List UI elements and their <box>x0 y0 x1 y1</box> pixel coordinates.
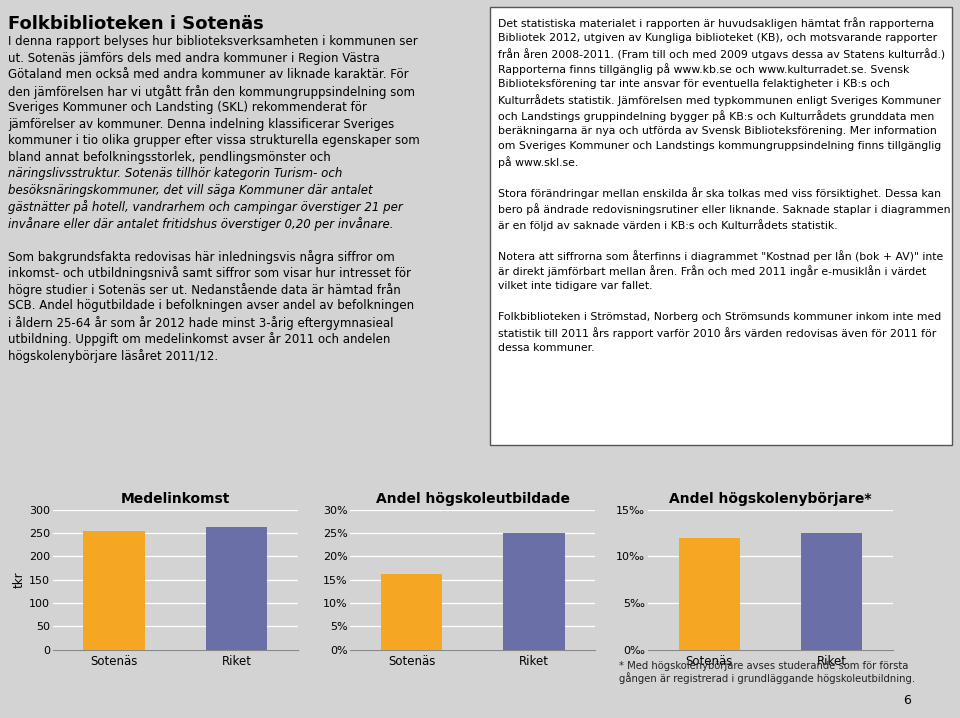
Text: dessa kommuner.: dessa kommuner. <box>498 342 594 353</box>
Text: i åldern 25-64 år som år 2012 hade minst 3-årig eftergymnasieal: i åldern 25-64 år som år 2012 hade minst… <box>8 316 394 330</box>
Text: den jämförelsen har vi utgått från den kommungruppsindelning som: den jämförelsen har vi utgått från den k… <box>8 85 415 98</box>
Text: Bibliotek 2012, utgiven av Kungliga biblioteket (KB), och motsvarande rapporter: Bibliotek 2012, utgiven av Kungliga bibl… <box>498 32 937 42</box>
Text: kommuner i tio olika grupper efter vissa strukturella egenskaper som: kommuner i tio olika grupper efter vissa… <box>8 134 420 147</box>
Text: * Med högskolenybörjare avses studerande som för första
gången är registrerad i : * Med högskolenybörjare avses studerande… <box>619 661 915 684</box>
Text: Biblioteksförening tar inte ansvar för eventuella felaktigheter i KB:s och: Biblioteksförening tar inte ansvar för e… <box>498 79 890 89</box>
Title: Medelinkomst: Medelinkomst <box>121 492 229 506</box>
Bar <box>679 538 740 650</box>
Text: Kulturrådets statistik. Jämförelsen med typkommunen enligt Sveriges Kommuner: Kulturrådets statistik. Jämförelsen med … <box>498 95 941 106</box>
Text: SCB. Andel högutbildade i befolkningen avser andel av befolkningen: SCB. Andel högutbildade i befolkningen a… <box>8 299 414 312</box>
Text: bero på ändrade redovisningsrutiner eller liknande. Saknade staplar i diagrammen: bero på ändrade redovisningsrutiner elle… <box>498 203 950 215</box>
Text: Rapporterna finns tillgänglig på www.kb.se och www.kulturradet.se. Svensk: Rapporterna finns tillgänglig på www.kb.… <box>498 63 909 75</box>
Text: Götaland men också med andra kommuner av liknade karaktär. För: Götaland men också med andra kommuner av… <box>8 68 409 81</box>
Y-axis label: tkr: tkr <box>13 572 26 588</box>
Text: från åren 2008-2011. (Fram till och med 2009 utgavs dessa av Statens kulturråd.): från åren 2008-2011. (Fram till och med … <box>498 48 946 60</box>
Text: är en följd av saknade värden i KB:s och Kulturrådets statistik.: är en följd av saknade värden i KB:s och… <box>498 218 838 230</box>
Bar <box>205 527 267 650</box>
Text: Folkbiblioteken i Sotenäs: Folkbiblioteken i Sotenäs <box>8 15 264 33</box>
Text: högskolenybörjare läsåret 2011/12.: högskolenybörjare läsåret 2011/12. <box>8 349 218 363</box>
Text: Notera att siffrorna som återfinns i diagrammet "Kostnad per lån (bok + AV)" int: Notera att siffrorna som återfinns i dia… <box>498 250 944 261</box>
Text: inkomst- och utbildningsnivå samt siffror som visar hur intresset för: inkomst- och utbildningsnivå samt siffro… <box>8 266 411 280</box>
Text: Sveriges Kommuner och Landsting (SKL) rekommenderat för: Sveriges Kommuner och Landsting (SKL) re… <box>8 101 367 114</box>
Text: Som bakgrundsfakta redovisas här inledningsvis några siffror om: Som bakgrundsfakta redovisas här inledni… <box>8 250 395 264</box>
Text: på www.skl.se.: på www.skl.se. <box>498 157 578 169</box>
Text: är direkt jämförbart mellan åren. Från och med 2011 ingår e-musiklån i värdet: är direkt jämförbart mellan åren. Från o… <box>498 265 926 277</box>
Text: näringslivsstruktur. Sotenäs tillhör kategorin Turism- och: näringslivsstruktur. Sotenäs tillhör kat… <box>8 167 343 180</box>
Text: om Sveriges Kommuner och Landstings kommungruppsindelning finns tillgänglig: om Sveriges Kommuner och Landstings komm… <box>498 141 941 151</box>
Text: statistik till 2011 års rapport varför 2010 års värden redovisas även för 2011 f: statistik till 2011 års rapport varför 2… <box>498 327 936 339</box>
Bar <box>381 574 443 650</box>
Title: Andel högskoleutbildade: Andel högskoleutbildade <box>375 492 570 506</box>
Bar <box>490 7 952 445</box>
Text: invånare eller där antalet fritidshus överstiger 0,20 per invånare.: invånare eller där antalet fritidshus öv… <box>8 217 394 230</box>
Text: ut. Sotenäs jämförs dels med andra kommuner i Region Västra: ut. Sotenäs jämförs dels med andra kommu… <box>8 52 380 65</box>
Text: Stora förändringar mellan enskilda år ska tolkas med viss försiktighet. Dessa ka: Stora förändringar mellan enskilda år sk… <box>498 187 941 200</box>
Bar <box>801 533 862 650</box>
Text: Det statistiska materialet i rapporten är huvudsakligen hämtat från rapporterna: Det statistiska materialet i rapporten ä… <box>498 17 934 29</box>
Bar <box>503 533 564 650</box>
Text: högre studier i Sotenäs ser ut. Nedanstående data är hämtad från: högre studier i Sotenäs ser ut. Nedanstå… <box>8 283 400 297</box>
Text: 6: 6 <box>903 694 911 707</box>
Text: och Landstings gruppindelning bygger på KB:s och Kulturrådets grunddata men: och Landstings gruppindelning bygger på … <box>498 110 934 122</box>
Text: Folkbiblioteken i Strömstad, Norberg och Strömsunds kommuner inkom inte med: Folkbiblioteken i Strömstad, Norberg och… <box>498 312 941 322</box>
Text: beräkningarna är nya och utförda av Svensk Biblioteksförening. Mer information: beräkningarna är nya och utförda av Sven… <box>498 126 937 136</box>
Title: Andel högskolenybörjare*: Andel högskolenybörjare* <box>669 492 872 506</box>
Bar <box>84 531 145 650</box>
Text: besöksnäringskommuner, det vill säga Kommuner där antalet: besöksnäringskommuner, det vill säga Kom… <box>8 184 372 197</box>
Text: utbildning. Uppgift om medelinkomst avser år 2011 och andelen: utbildning. Uppgift om medelinkomst avse… <box>8 332 391 346</box>
Text: jämförelser av kommuner. Denna indelning klassificerar Sveriges: jämförelser av kommuner. Denna indelning… <box>8 118 395 131</box>
Text: gästnätter på hotell, vandrarhem och campingar överstiger 21 per: gästnätter på hotell, vandrarhem och cam… <box>8 200 403 214</box>
Text: bland annat befolkningsstorlek, pendlingsmönster och: bland annat befolkningsstorlek, pendling… <box>8 151 331 164</box>
Text: vilket inte tidigare var fallet.: vilket inte tidigare var fallet. <box>498 281 653 291</box>
Text: I denna rapport belyses hur biblioteksverksamheten i kommunen ser: I denna rapport belyses hur biblioteksve… <box>8 35 418 48</box>
